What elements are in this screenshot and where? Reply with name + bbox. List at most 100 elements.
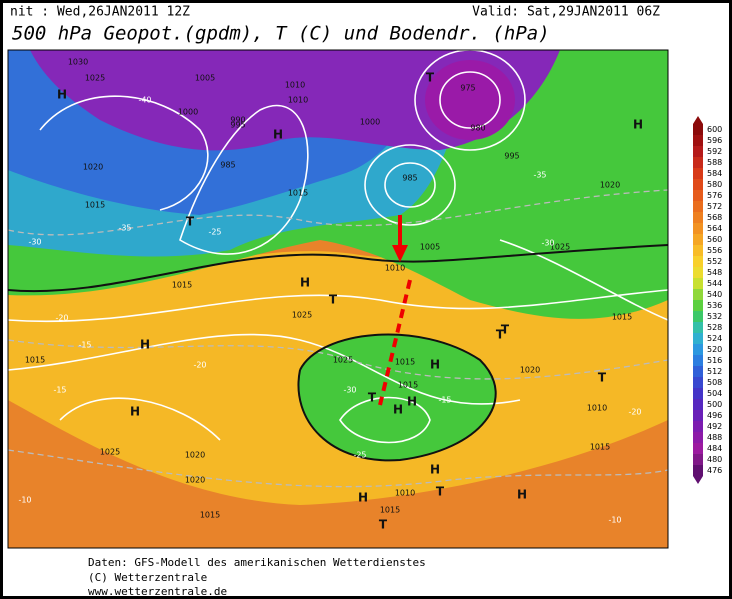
pressure-center: H	[430, 463, 440, 477]
isotherm-label: -30	[343, 386, 356, 395]
isobar-label: 1015	[380, 506, 400, 515]
colorbar-swatch	[693, 443, 703, 454]
isobar-label: 1015	[395, 358, 415, 367]
isobar-label: 995	[230, 121, 245, 130]
colorbar-label: 544	[707, 279, 722, 288]
isobar-label: 1020	[185, 476, 205, 485]
colorbar-swatch	[693, 157, 703, 168]
isobar-label: 990	[230, 116, 245, 125]
colorbar-label: 500	[707, 400, 722, 409]
pressure-center: T	[368, 391, 377, 405]
isobar-label: 1010	[288, 96, 308, 105]
colorbar-label: 496	[707, 411, 722, 420]
isobar-label: 1010	[385, 264, 405, 273]
colorbar-label: 600	[707, 125, 722, 134]
colorbar-label: 524	[707, 334, 722, 343]
isobar-label: 975	[460, 84, 475, 93]
colorbar-swatch	[693, 311, 703, 322]
red-arrowhead	[392, 245, 408, 262]
colorbar-swatch	[693, 212, 703, 223]
pressure-center: H	[130, 405, 140, 419]
isobars	[8, 50, 668, 444]
colorbar-label: 488	[707, 433, 722, 442]
pressure-center: T	[426, 71, 435, 85]
isotherm-label: -30	[541, 239, 554, 248]
footer-copyright: (C) Wetterzentrale	[88, 571, 207, 584]
isobar-label: 1015	[612, 313, 632, 322]
isotherm-label: -25	[208, 228, 221, 237]
isobar-label: 985	[402, 174, 417, 183]
colorbar-swatch	[693, 245, 703, 256]
pressure-center: T	[496, 328, 505, 342]
purple-region	[30, 50, 560, 151]
colorbar-cap-top	[693, 116, 703, 124]
colorbar-label: 484	[707, 444, 722, 453]
isobar-label: 1025	[100, 448, 120, 457]
isotherm-label: -25	[353, 451, 366, 460]
colorbar-label: 596	[707, 136, 722, 145]
isobar-label: 980	[470, 124, 485, 133]
isobar-label: 1025	[550, 243, 570, 252]
isobar-label: 1010	[587, 404, 607, 413]
colorbar-label: 592	[707, 147, 722, 156]
colorbar-swatch	[693, 190, 703, 201]
colorbar-label: 584	[707, 169, 722, 178]
isotherm-label: -35	[118, 224, 131, 233]
isobar-label: 985	[220, 161, 235, 170]
isobar-label: 1015	[172, 281, 192, 290]
isobar-label: 1005	[420, 243, 440, 252]
colorbar-label: 516	[707, 356, 722, 365]
isotherm-label: -20	[193, 361, 206, 370]
colorbar-label: 520	[707, 345, 722, 354]
isobar-label: 1015	[590, 443, 610, 452]
pressure-center: H	[358, 491, 368, 505]
colorbar-label: 512	[707, 367, 722, 376]
colorbar-label: 492	[707, 422, 722, 431]
552-contour	[8, 244, 668, 293]
map-frame	[7, 49, 669, 549]
colorbar-label: 576	[707, 191, 722, 200]
pressure-center: H	[430, 358, 440, 372]
isobar-label: 1030	[68, 58, 88, 67]
pressure-center: H	[300, 276, 310, 290]
isobar-label: 1025	[333, 356, 353, 365]
pressure-center: H	[57, 88, 67, 102]
pressure-center: H	[273, 128, 283, 142]
isobar-label: 1000	[178, 108, 198, 117]
colorbar-swatch	[693, 454, 703, 465]
colorbar-label: 504	[707, 389, 722, 398]
colorbar-swatch	[693, 300, 703, 311]
colorbar-swatch	[693, 344, 703, 355]
map-title: 500 hPa Geopot.(gpdm), T (C) und Bodendr…	[12, 23, 550, 45]
pressure-center: T	[379, 518, 388, 532]
isotherm-label: -15	[78, 341, 91, 350]
colorbar-label: 560	[707, 235, 722, 244]
colorbar-swatch	[693, 410, 703, 421]
isobar-label: 1025	[292, 311, 312, 320]
isotherm-label: -10	[18, 496, 31, 505]
colorbar-swatch	[693, 135, 703, 146]
isobar-label: 1015	[85, 201, 105, 210]
pressure-center: T	[186, 215, 195, 229]
isotherm-label: -15	[53, 386, 66, 395]
colorbar-label: 480	[707, 455, 722, 464]
pressure-center: H	[633, 118, 643, 132]
isobar-label: 1005	[195, 74, 215, 83]
colorbar-swatch	[693, 421, 703, 432]
colorbar-label: 540	[707, 290, 722, 299]
low-core	[425, 60, 515, 140]
552-contour-iberia	[297, 333, 497, 462]
isotherm-label: -10	[608, 516, 621, 525]
isotherm-label: -20	[55, 314, 68, 323]
isobar-label: 1010	[395, 489, 415, 498]
isobar-label: 995	[504, 152, 519, 161]
isotherm-label: -40	[138, 96, 151, 105]
pressure-center: H	[140, 338, 150, 352]
colorbar-label: 476	[707, 466, 722, 475]
isotherm-label: -20	[628, 408, 641, 417]
colorbar-swatch	[693, 223, 703, 234]
colorbar: 600 596 592 588 584 580 576 572 568 564 560 556 552 5…	[693, 116, 722, 484]
